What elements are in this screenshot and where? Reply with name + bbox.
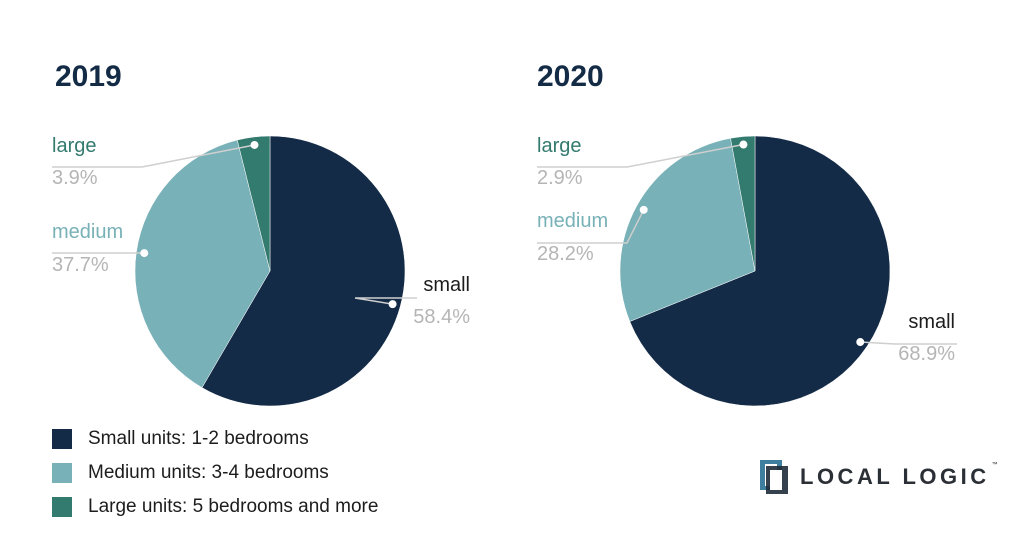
- legend-label-large: Large units: 5 bedrooms and more: [88, 496, 379, 517]
- pie-2020-leader-medium: [537, 209, 645, 244]
- pie-2019-label-small: small: [423, 274, 470, 296]
- pie-2019-label-medium: medium: [52, 221, 123, 243]
- brand-name: LOCAL LOGIC: [800, 464, 990, 489]
- pie-2020-slice-small: [629, 135, 891, 407]
- pie-2020-leader-large: [537, 143, 744, 168]
- pie-2019-label-large: large: [52, 135, 96, 157]
- legend-item-large: Large units: 5 bedrooms and more: [52, 493, 378, 521]
- pie-2020-label-medium: medium: [537, 210, 608, 232]
- legend-swatch-large: [52, 497, 72, 517]
- pie-2019-leader-large: [52, 144, 255, 168]
- local-logic-logo: LOCAL LOGIC ™: [760, 460, 998, 494]
- pie-2019-slice-small: [201, 135, 406, 407]
- pie-2019-value-large: 3.9%: [52, 167, 98, 189]
- legend-item-small: Small units: 1-2 bedrooms: [52, 425, 309, 453]
- pie-2020-leader-small: [860, 341, 957, 345]
- pie-2020-leader-dot-large: [739, 140, 748, 149]
- pie-2020-slice-large: [730, 135, 756, 272]
- pie-2020-value-large: 2.9%: [537, 167, 583, 189]
- legend-swatch-medium: [52, 463, 72, 483]
- pie-2019-value-small: 58.4%: [413, 306, 470, 328]
- pie-2019-leader-small: [354, 297, 417, 305]
- pie-2020-label-small: small: [908, 311, 955, 333]
- chart-title-2019: 2019: [55, 60, 122, 93]
- legend-label-medium: Medium units: 3-4 bedrooms: [88, 462, 329, 483]
- legend-label-small: Small units: 1-2 bedrooms: [88, 428, 309, 449]
- pie-2020-label-large: large: [537, 135, 581, 157]
- pie-2020-leader-dot-medium: [639, 205, 648, 214]
- brand-trademark: ™: [991, 462, 998, 468]
- pie-2019-value-medium: 37.7%: [52, 254, 109, 276]
- pie-2020-slice-medium: [619, 137, 756, 322]
- pie-2020-value-small: 68.9%: [898, 343, 955, 365]
- legend-item-medium: Medium units: 3-4 bedrooms: [52, 459, 329, 487]
- chart-title-2020: 2020: [537, 60, 604, 93]
- pie-2019-slice-large: [236, 135, 271, 272]
- pie-2019-leader-dot-small: [388, 300, 397, 309]
- local-logic-mark-icon: [760, 460, 788, 494]
- pie-2019-leader-dot-medium: [140, 249, 149, 258]
- pie-2020-leader-dot-small: [856, 338, 865, 347]
- pie-2019-leader-dot-large: [250, 140, 259, 149]
- legend-swatch-small: [52, 429, 72, 449]
- pie-2020-value-medium: 28.2%: [537, 243, 594, 265]
